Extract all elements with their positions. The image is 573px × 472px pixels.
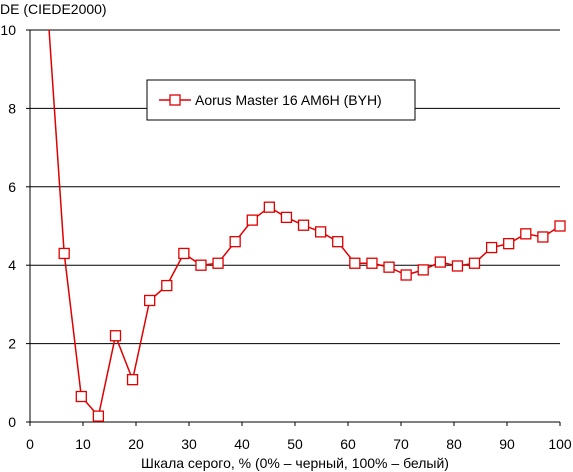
- data-point: [297, 219, 310, 231]
- y-tick-label-6: 6: [8, 179, 16, 195]
- data-point: [144, 294, 156, 307]
- y-tick-label-2: 2: [8, 336, 16, 352]
- data-point: [332, 236, 344, 248]
- data-point: [503, 237, 515, 250]
- data-point: [485, 241, 498, 254]
- x-tick-label-90: 90: [499, 436, 515, 452]
- legend-label: Aorus Master 16 AM6H (BYH): [195, 92, 382, 108]
- data-point: [92, 410, 105, 422]
- data-point: [400, 269, 412, 281]
- x-tick-label-70: 70: [393, 436, 409, 452]
- data-point: [434, 256, 446, 268]
- y-tick-label-10: 10: [0, 22, 16, 38]
- data-point: [58, 247, 70, 260]
- data-point: [537, 231, 549, 243]
- axes: [26, 29, 561, 426]
- data-point: [246, 214, 258, 226]
- legend-marker-sample: [169, 94, 181, 106]
- y-tick-label-4: 4: [8, 257, 16, 273]
- x-tick-label-40: 40: [234, 436, 250, 452]
- data-point: [161, 279, 173, 292]
- y-tick-label-8: 8: [8, 100, 16, 116]
- x-tick-label-0: 0: [26, 436, 34, 452]
- data-point: [178, 247, 190, 260]
- data-point: [349, 257, 361, 269]
- data-point: [229, 236, 241, 248]
- data-point: [520, 228, 532, 240]
- gridlines: [30, 29, 560, 345]
- x-tick-label-30: 30: [181, 436, 197, 452]
- x-tick-label-50: 50: [287, 436, 303, 452]
- x-tick-label-80: 80: [446, 436, 462, 452]
- data-point: [280, 211, 293, 224]
- data-point: [212, 257, 224, 269]
- x-axis-title: Шкала серого, % (0% – черный, 100% – бел…: [141, 455, 449, 471]
- data-point: [315, 226, 327, 238]
- legend-box: [146, 79, 416, 121]
- data-point: [417, 264, 429, 276]
- x-tick-label-100: 100: [548, 436, 572, 452]
- data-point: [263, 201, 275, 213]
- x-tick-label-20: 20: [128, 436, 144, 452]
- data-point: [126, 374, 139, 386]
- data-point: [383, 261, 395, 273]
- data-point: [554, 220, 566, 232]
- x-tick-label-60: 60: [340, 436, 356, 452]
- x-tick-label-10: 10: [75, 436, 91, 452]
- x-tick-labels: 0 10 20 30 40 50 60 70 80 90 100: [26, 436, 572, 452]
- data-point: [451, 260, 464, 272]
- series-0-leading-segment: [48, 29, 65, 254]
- plot-area: [48, 29, 566, 422]
- legend: Aorus Master 16 AM6H (BYH): [146, 79, 416, 121]
- data-point: [468, 257, 481, 269]
- y-tick-label-0: 0: [8, 414, 16, 430]
- y-axis-title: DE (CIEDE2000): [0, 1, 107, 17]
- data-point: [75, 390, 87, 403]
- y-tick-labels: 0 2 4 6 8 10: [0, 22, 16, 430]
- data-point: [109, 330, 122, 342]
- data-point: [195, 259, 207, 271]
- series-0-line: [63, 206, 561, 417]
- data-point: [366, 257, 378, 269]
